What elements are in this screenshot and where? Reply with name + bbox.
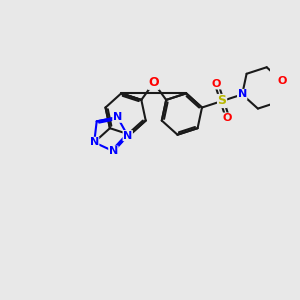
Text: S: S (218, 94, 226, 107)
Text: N: N (90, 137, 99, 147)
Text: N: N (238, 89, 247, 100)
Text: N: N (113, 112, 122, 122)
Text: O: O (223, 113, 232, 123)
Text: O: O (148, 76, 159, 89)
Text: O: O (278, 76, 287, 86)
Text: N: N (123, 131, 132, 141)
Text: O: O (212, 79, 221, 89)
Text: N: N (109, 146, 118, 156)
